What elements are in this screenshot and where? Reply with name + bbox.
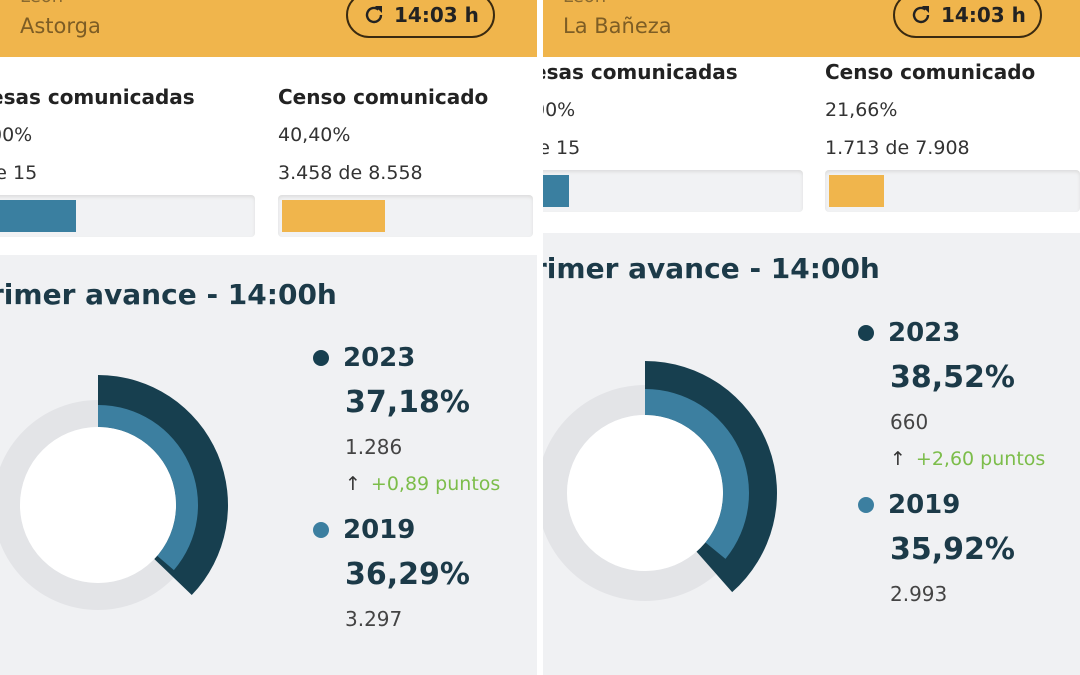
pct-2019: 35,92% xyxy=(890,532,1015,567)
diff-2023: ↑ +0,89 puntos xyxy=(313,466,500,502)
censo-progress-bar xyxy=(825,170,1080,212)
legend-2023: 2023 xyxy=(313,338,500,378)
legend-2023: 2023 xyxy=(858,313,1045,353)
refresh-button[interactable]: 14:03 h xyxy=(893,0,1042,38)
update-time: 14:03 h xyxy=(394,3,479,27)
year-2023: 2023 xyxy=(343,343,416,373)
censo-progress-fill xyxy=(829,175,885,207)
city-name: La Bañeza xyxy=(563,14,672,38)
censo-title: Censo comunicado xyxy=(825,60,1036,84)
dot-2023-icon xyxy=(313,350,329,366)
votes-2019: 3.297 xyxy=(345,607,403,631)
legend: 2023 37,18% 1.286 ↑ +0,89 puntos 2019 36,… xyxy=(313,338,500,638)
mesas-count: le 15 xyxy=(543,137,581,159)
header: León Astorga 14:03 h xyxy=(0,0,537,57)
year-2023: 2023 xyxy=(888,318,961,348)
update-time: 14:03 h xyxy=(941,3,1026,27)
refresh-button[interactable]: 14:03 h xyxy=(346,0,495,38)
mesas-pct: 00% xyxy=(543,99,576,121)
mesas-progress-bar xyxy=(0,195,255,237)
legend: 2023 38,52% 660 ↑ +2,60 puntos 2019 35,92… xyxy=(858,313,1045,613)
mesas-stat: esas comunicadas 00% le 15 xyxy=(543,53,738,167)
diff-2023: ↑ +2,60 puntos xyxy=(858,441,1045,477)
panel-astorga: León Astorga 14:03 h esas comunicadas 00… xyxy=(0,0,537,675)
censo-pct: 40,40% xyxy=(278,124,351,146)
censo-stat: Censo comunicado 40,40% 3.458 de 8.558 xyxy=(278,78,488,192)
censo-title: Censo comunicado xyxy=(278,85,489,109)
mesas-title: esas comunicadas xyxy=(543,60,738,84)
votes-2019: 2.993 xyxy=(890,582,948,606)
panel-la-baneza: León La Bañeza 14:03 h esas comunicadas … xyxy=(543,0,1080,675)
arrow-up-icon: ↑ xyxy=(345,473,361,495)
region-label: León xyxy=(20,0,63,7)
censo-stat: Censo comunicado 21,66% 1.713 de 7.908 xyxy=(825,53,1035,167)
advance-title: rimer avance - 14:00h xyxy=(543,252,880,285)
mesas-pct: 00% xyxy=(0,124,33,146)
dot-2023-icon xyxy=(858,325,874,341)
votes-2023: 660 xyxy=(890,410,929,434)
header: León La Bañeza 14:03 h xyxy=(543,0,1080,57)
dot-2019-icon xyxy=(858,497,874,513)
year-2019: 2019 xyxy=(343,515,416,545)
mesas-title: esas comunicadas xyxy=(0,85,195,109)
year-2019: 2019 xyxy=(888,490,961,520)
pct-2023: 37,18% xyxy=(345,385,470,420)
legend-2019: 2019 xyxy=(313,510,500,550)
censo-count: 1.713 de 7.908 xyxy=(825,137,970,159)
refresh-icon xyxy=(365,6,383,24)
turnout-donut xyxy=(0,375,228,610)
city-name: Astorga xyxy=(20,14,101,38)
donut-center xyxy=(567,415,723,571)
region-label: León xyxy=(563,0,606,7)
arc-2019 xyxy=(98,405,198,571)
mesas-count: le 15 xyxy=(0,162,38,184)
mesas-progress-fill xyxy=(0,200,77,232)
censo-pct: 21,66% xyxy=(825,99,898,121)
pct-2023: 38,52% xyxy=(890,360,1015,395)
legend-2019: 2019 xyxy=(858,485,1045,525)
donut-center xyxy=(20,427,176,583)
censo-progress-fill xyxy=(282,200,386,232)
pct-2019: 36,29% xyxy=(345,557,470,592)
votes-2023: 1.286 xyxy=(345,435,403,459)
turnout-donut xyxy=(543,361,778,601)
diff-value: +0,89 puntos xyxy=(370,473,501,495)
advance-title: rimer avance - 14:00h xyxy=(0,278,337,311)
arc-2019 xyxy=(645,389,750,559)
mesas-progress-bar xyxy=(543,170,803,212)
dot-2019-icon xyxy=(313,522,329,538)
diff-value: +2,60 puntos xyxy=(915,448,1046,470)
censo-progress-bar xyxy=(278,195,533,237)
refresh-icon xyxy=(912,6,930,24)
mesas-stat: esas comunicadas 00% le 15 xyxy=(0,78,195,192)
arrow-up-icon: ↑ xyxy=(890,448,906,470)
censo-count: 3.458 de 8.558 xyxy=(278,162,423,184)
mesas-progress-fill xyxy=(543,175,570,207)
